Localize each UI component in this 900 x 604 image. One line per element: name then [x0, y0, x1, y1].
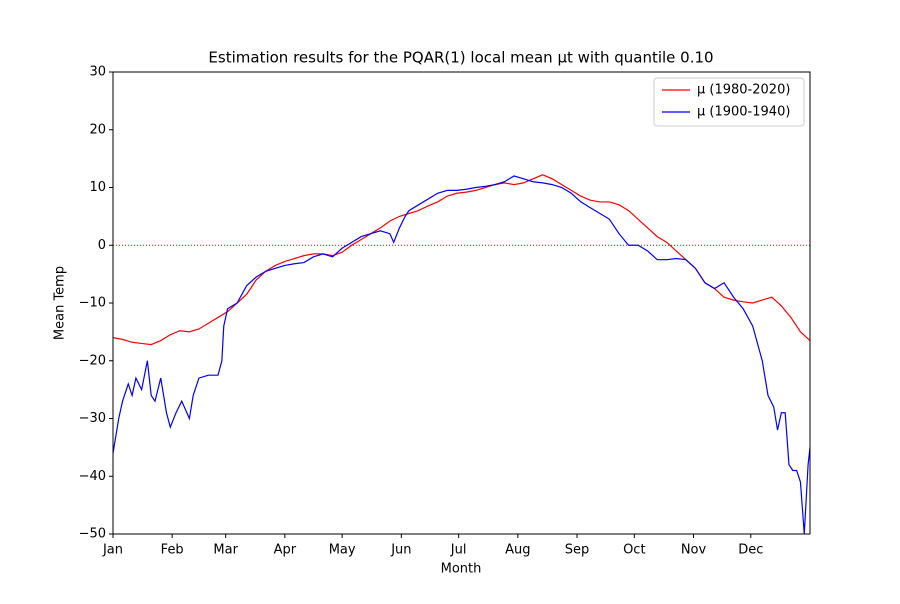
y-tick-label: −10 [79, 296, 106, 311]
legend-label: μ (1980-2020) [697, 83, 790, 98]
x-tick-label: Mar [213, 543, 238, 558]
y-tick-label: 30 [89, 65, 106, 80]
y-tick-label: 10 [89, 180, 106, 195]
x-tick-label: Aug [505, 543, 530, 558]
legend-label: μ (1900-1940) [697, 105, 790, 120]
x-tick-label: Dec [738, 543, 763, 558]
y-tick-label: 20 [89, 122, 106, 137]
x-tick-label: May [329, 543, 356, 558]
y-tick-label: −20 [79, 353, 106, 368]
x-axis-label: Month [441, 562, 482, 577]
x-tick-label: Jul [450, 543, 467, 558]
plot-frame [112, 71, 811, 535]
x-tick-label: Feb [161, 543, 184, 558]
x-tick-label: Jan [102, 543, 123, 558]
y-tick-label: −50 [79, 527, 106, 542]
x-tick-label: Oct [623, 543, 645, 558]
y-axis-label: Mean Temp [53, 266, 68, 340]
x-tick-label: Nov [681, 543, 707, 558]
x-tick-label: Apr [274, 543, 297, 558]
legend-box [653, 77, 805, 127]
x-tick-label: Jun [390, 543, 411, 558]
x-tick-label: Sep [565, 543, 590, 558]
y-tick-label: 0 [98, 238, 106, 253]
y-tick-label: −40 [79, 469, 106, 484]
chart-title: Estimation results for the PQAR(1) local… [208, 49, 713, 67]
y-tick-label: −30 [79, 411, 106, 426]
data-line [113, 175, 810, 534]
